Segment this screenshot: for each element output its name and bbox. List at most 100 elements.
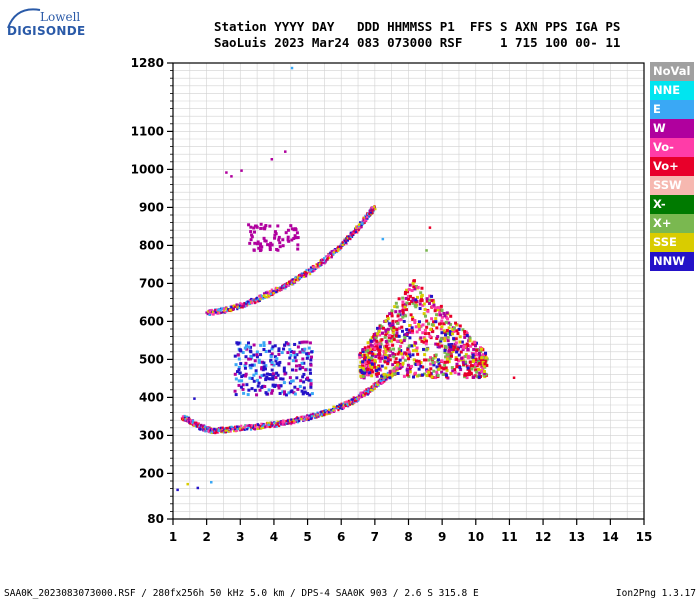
trace-dot — [233, 429, 236, 433]
trace-dot — [298, 419, 301, 423]
y-tick-label: 600 — [139, 314, 164, 328]
trace-dot — [287, 281, 290, 285]
trace-dot — [325, 255, 328, 258]
scatter-dot — [309, 358, 313, 362]
scatter-dot — [413, 287, 417, 291]
scatter-dot — [440, 325, 444, 329]
trace-dot — [280, 420, 283, 423]
scatter-dot — [432, 300, 436, 304]
scatter-dot — [427, 331, 431, 335]
scatter-dot — [383, 360, 387, 364]
scatter-dot — [296, 345, 300, 349]
scatter-dot — [363, 365, 367, 369]
scatter-dot — [286, 342, 290, 346]
scatter-dot — [289, 353, 293, 357]
trace-dot — [270, 421, 273, 424]
scatter-dot — [255, 242, 259, 246]
scatter-dot — [434, 353, 438, 357]
scatter-dot — [401, 311, 405, 315]
scatter-dot — [392, 369, 396, 373]
scatter-dot — [294, 359, 298, 363]
scatter-dot — [255, 378, 259, 382]
scatter-dot — [378, 324, 382, 328]
scatter-dot — [254, 224, 258, 228]
scatter-dot — [479, 364, 483, 368]
scatter-dot — [392, 338, 396, 342]
trace-dot — [213, 311, 216, 315]
scatter-dot — [289, 349, 293, 353]
trace-dot — [217, 308, 220, 312]
scatter-dot — [310, 355, 314, 359]
trace-dot — [332, 405, 335, 408]
scatter-dot — [443, 314, 447, 318]
scatter-dot — [256, 240, 260, 244]
trace-dot — [238, 427, 242, 430]
scatter-dot — [470, 367, 474, 371]
scatter-dot — [382, 350, 386, 354]
scatter-dot — [452, 326, 456, 330]
trace-dot — [208, 313, 211, 316]
scatter-dot — [460, 340, 464, 344]
scatter-dot — [445, 311, 449, 315]
trace-dot — [247, 425, 250, 429]
trace-dot — [250, 302, 254, 305]
scatter-dot — [306, 351, 310, 355]
scatter-dot — [250, 387, 254, 391]
scatter-dot — [432, 320, 436, 324]
trace-dot — [394, 365, 397, 369]
trace-dot — [344, 404, 348, 408]
scatter-dot — [394, 310, 398, 314]
scatter-dot — [267, 388, 271, 392]
scatter-dot — [249, 238, 253, 242]
scatter-dot — [276, 373, 280, 377]
trace-dot — [262, 292, 266, 295]
scatter-dot — [250, 235, 254, 239]
x-tick-label: 8 — [404, 530, 412, 544]
trace-dot — [194, 421, 198, 424]
scatter-dot — [423, 328, 427, 332]
scatter-dot — [410, 326, 414, 330]
scatter-dot — [456, 347, 460, 351]
trace-dot — [293, 278, 296, 281]
trace-dot — [287, 280, 291, 283]
scatter-dot — [270, 391, 274, 395]
trace-dot — [289, 420, 292, 423]
trace-dot — [269, 292, 273, 296]
scatter-dot — [363, 346, 367, 350]
scatter-dot — [453, 345, 457, 349]
scatter-dot — [383, 335, 387, 339]
scatter-dot — [362, 357, 366, 361]
trace-dot — [251, 424, 254, 427]
scatter-dot — [306, 376, 310, 380]
trace-dot — [325, 413, 328, 416]
scatter-dot — [401, 361, 405, 365]
scatter-dot — [296, 236, 300, 240]
scatter-dot — [404, 314, 408, 318]
trace-dot — [311, 414, 315, 417]
scatter-dot — [474, 341, 478, 345]
trace-dot — [379, 381, 382, 384]
trace-dot — [229, 426, 232, 429]
scatter-dot — [415, 330, 419, 334]
trace-dot — [339, 403, 342, 406]
trace-dot — [352, 233, 355, 237]
trace-dot — [380, 379, 384, 382]
scatter-dot — [292, 236, 296, 240]
trace-dot — [236, 307, 239, 311]
scatter-dot — [283, 372, 287, 376]
trace-dot — [349, 237, 352, 240]
scatter-dot — [244, 344, 248, 348]
scatter-dot — [366, 358, 370, 362]
scatter-dot — [380, 331, 384, 335]
scatter-dot — [453, 368, 457, 372]
trace-dot — [209, 431, 212, 434]
trace-dot — [275, 423, 278, 426]
scatter-dot — [480, 347, 484, 351]
scatter-dot — [274, 376, 278, 380]
scatter-dot — [447, 326, 451, 330]
scatter-dot — [293, 234, 297, 238]
scatter-dot — [403, 292, 407, 296]
trace-dot — [318, 414, 322, 417]
scatter-dot — [388, 370, 392, 374]
trace-dot — [224, 310, 227, 314]
